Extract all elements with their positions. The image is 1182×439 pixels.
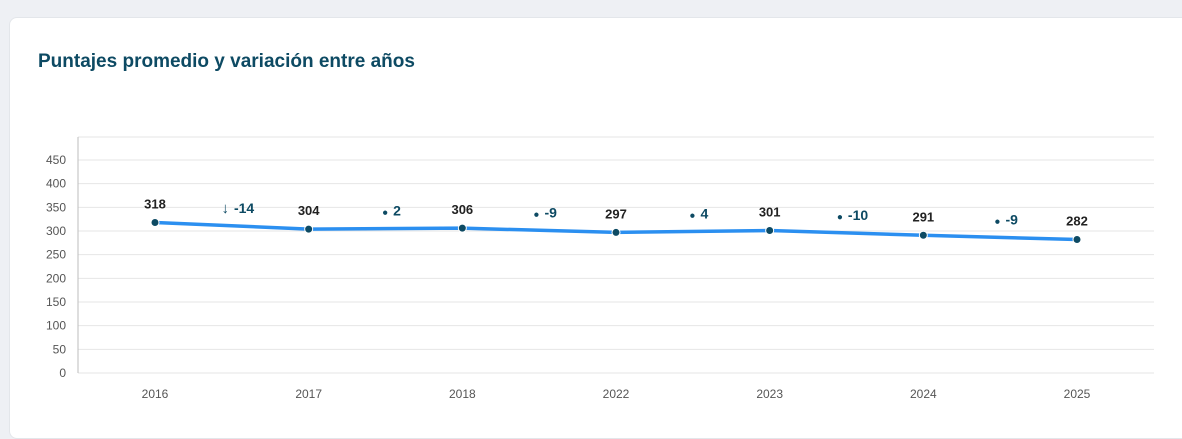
variation-value: 4 <box>700 205 708 221</box>
chart-card <box>9 17 1182 439</box>
dot-icon: ● <box>994 216 1000 227</box>
y-tick-label: 150 <box>46 295 66 309</box>
dot-icon: ● <box>689 210 695 221</box>
variation-label: ● -9 <box>994 211 1018 227</box>
variation-label: ● 2 <box>382 203 401 219</box>
x-tick-label: 2022 <box>603 387 630 401</box>
data-point <box>611 227 621 237</box>
data-point <box>765 226 775 236</box>
data-point <box>150 217 160 227</box>
data-point <box>457 223 467 233</box>
x-tick-label: 2016 <box>142 387 169 401</box>
value-label: 282 <box>1066 214 1088 229</box>
x-tick-label: 2024 <box>910 387 937 401</box>
data-point <box>918 230 928 240</box>
y-tick-label: 450 <box>46 153 66 167</box>
y-tick-label: 100 <box>46 319 66 333</box>
y-tick-label: 400 <box>46 177 66 191</box>
x-tick-label: 2023 <box>756 387 783 401</box>
value-label: 297 <box>605 206 627 221</box>
variation-value: 2 <box>393 203 401 219</box>
y-tick-label: 50 <box>53 342 67 356</box>
variation-label: ● -9 <box>533 204 557 220</box>
variation-label: ● 4 <box>689 205 708 221</box>
value-label: 301 <box>759 205 781 220</box>
arrow-down-icon: ↓ <box>221 200 229 217</box>
y-tick-label: 250 <box>46 248 66 262</box>
value-label: 318 <box>144 196 166 211</box>
y-tick-label: 300 <box>46 224 66 238</box>
variation-label: ● -10 <box>837 207 868 223</box>
line-chart: 0 50 100 150 200 250 300 350 400 450 2016 2017 2018 2… <box>46 136 1154 401</box>
y-tick-label: 350 <box>46 200 66 214</box>
variation-value: -10 <box>848 207 868 223</box>
y-tick-label: 0 <box>59 366 66 380</box>
x-tick-label: 2017 <box>295 387 322 401</box>
dot-icon: ● <box>382 208 388 219</box>
y-tick-label: 200 <box>46 271 66 285</box>
data-point <box>304 224 314 234</box>
variation-value: -14 <box>234 200 254 216</box>
value-label: 304 <box>298 203 320 218</box>
variation-label: ↓ -14 <box>221 200 254 217</box>
chart-title: Puntajes promedio y variación entre años <box>38 51 415 72</box>
value-label: 291 <box>912 209 934 224</box>
dot-icon: ● <box>837 212 843 223</box>
x-tick-label: 2025 <box>1064 387 1091 401</box>
x-tick-label: 2018 <box>449 387 476 401</box>
variation-value: -9 <box>1005 211 1018 227</box>
dot-icon: ● <box>533 209 539 220</box>
variation-value: -9 <box>544 204 557 220</box>
data-point <box>1072 235 1082 245</box>
value-label: 306 <box>451 202 473 217</box>
